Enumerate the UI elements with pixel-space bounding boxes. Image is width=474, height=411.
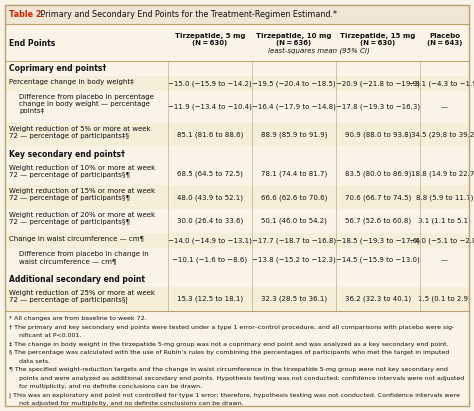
Text: points and were analyzed as additional secondary end points. Hypothesis testing : points and were analyzed as additional s… (13, 376, 464, 381)
Text: 83.5 (80.0 to 86.9): 83.5 (80.0 to 86.9) (345, 170, 411, 177)
Bar (5, 5, 469, 24)
Text: 3.1 (1.1 to 5.1): 3.1 (1.1 to 5.1) (418, 218, 471, 224)
Text: −3.1 (−4.3 to −1.9): −3.1 (−4.3 to −1.9) (409, 81, 474, 87)
Text: −4.0 (−5.1 to −2.8): −4.0 (−5.1 to −2.8) (410, 238, 474, 244)
Text: Tirzepatide, 5 mg
(N = 630): Tirzepatide, 5 mg (N = 630) (175, 32, 245, 46)
Text: −14.0 (−14.9 to −13.1): −14.0 (−14.9 to −13.1) (168, 238, 252, 244)
Text: —: — (441, 257, 448, 263)
Bar (5, 162, 469, 185)
Text: Coprimary end points†: Coprimary end points† (9, 64, 106, 73)
Text: 68.5 (64.5 to 72.5): 68.5 (64.5 to 72.5) (177, 170, 243, 177)
Bar (5, 248, 469, 272)
Bar (5, 185, 469, 209)
Text: −15.0 (−15.9 to −14.2): −15.0 (−15.9 to −14.2) (168, 81, 252, 87)
Text: * All changes are from baseline to week 72.: * All changes are from baseline to week … (9, 316, 146, 321)
Text: Weight reduction of 5% or more at week
72 — percentage of participants‡§: Weight reduction of 5% or more at week 7… (9, 126, 151, 139)
Text: 32.3 (28.5 to 36.1): 32.3 (28.5 to 36.1) (261, 296, 327, 302)
Text: 90.9 (88.0 to 93.8): 90.9 (88.0 to 93.8) (345, 132, 411, 138)
Text: −20.9 (−21.8 to −19.9): −20.9 (−21.8 to −19.9) (336, 81, 420, 87)
Bar (5, 123, 469, 146)
Text: Additional secondary end point: Additional secondary end point (9, 275, 145, 284)
Bar (5, 233, 469, 248)
Text: −18.5 (−19.3 to −17.6): −18.5 (−19.3 to −17.6) (336, 238, 420, 244)
Text: data sets.: data sets. (13, 358, 50, 363)
Text: 50.1 (46.0 to 54.2): 50.1 (46.0 to 54.2) (261, 218, 327, 224)
Text: 36.2 (32.3 to 40.1): 36.2 (32.3 to 40.1) (345, 296, 411, 302)
Text: for multiplicity, and no definite conclusions can be drawn.: for multiplicity, and no definite conclu… (13, 384, 202, 389)
Text: Difference from placebo in change in
waist circumference — cm¶: Difference from placebo in change in wai… (19, 251, 149, 264)
Text: 18.8 (14.9 to 22.7): 18.8 (14.9 to 22.7) (411, 170, 474, 177)
Text: 15.3 (12.5 to 18.1): 15.3 (12.5 to 18.1) (177, 296, 243, 302)
Bar (5, 76, 469, 91)
Text: Change in waist circumference — cm¶: Change in waist circumference — cm¶ (9, 236, 144, 242)
Text: End Points: End Points (9, 39, 55, 48)
Bar (5, 287, 469, 311)
Text: ‡ The change in body weight in the tirzepatide 5-mg group was not a coprimary en: ‡ The change in body weight in the tirze… (9, 342, 448, 346)
Text: ¶ The specified weight-reduction targets and the change in waist circumference i: ¶ The specified weight-reduction targets… (9, 367, 448, 372)
Text: Difference from placebo in percentage
change in body weight — percentage
points‡: Difference from placebo in percentage ch… (19, 94, 154, 114)
Text: 70.6 (66.7 to 74.5): 70.6 (66.7 to 74.5) (345, 194, 411, 201)
Text: Weight reduction of 15% or more at week
72 — percentage of participants§¶: Weight reduction of 15% or more at week … (9, 189, 155, 201)
Text: Placebo
(N = 643): Placebo (N = 643) (427, 32, 462, 46)
Text: 85.1 (81.6 to 88.6): 85.1 (81.6 to 88.6) (177, 132, 243, 138)
Text: −11.9 (−13.4 to −10.4): −11.9 (−13.4 to −10.4) (168, 104, 252, 110)
Text: § The percentage was calculated with the use of Rubin’s rules by combining the p: § The percentage was calculated with the… (9, 350, 449, 355)
Text: | This was an exploratory end point not controlled for type 1 error; therefore, : | This was an exploratory end point not … (9, 393, 460, 398)
Bar (5, 91, 469, 123)
Text: −19.5 (−20.4 to −18.5): −19.5 (−20.4 to −18.5) (252, 81, 336, 87)
Text: not adjusted for multiplicity, and no definite conclusions can be drawn.: not adjusted for multiplicity, and no de… (13, 401, 244, 406)
Text: Weight reduction of 20% or more at week
72 — percentage of participants§¶: Weight reduction of 20% or more at week … (9, 212, 155, 225)
Text: 1.5 (0.1 to 2.9): 1.5 (0.1 to 2.9) (418, 296, 471, 302)
Text: 48.0 (43.9 to 52.1): 48.0 (43.9 to 52.1) (177, 194, 243, 201)
Text: 88.9 (85.9 to 91.9): 88.9 (85.9 to 91.9) (261, 132, 327, 138)
Text: −14.5 (−15.9 to −13.0): −14.5 (−15.9 to −13.0) (336, 257, 420, 263)
Bar (5, 209, 469, 233)
Text: Weight reduction of 25% or more at week
72 — percentage of participants§|: Weight reduction of 25% or more at week … (9, 290, 155, 304)
Text: −10.1 (−1.6 to −8.6): −10.1 (−1.6 to −8.6) (173, 257, 247, 263)
Text: Tirzepatide, 10 mg
(N = 636): Tirzepatide, 10 mg (N = 636) (256, 32, 332, 46)
Text: Key secondary end points†: Key secondary end points† (9, 150, 125, 159)
Text: −17.8 (−19.3 to −16.3): −17.8 (−19.3 to −16.3) (336, 104, 420, 110)
Text: 66.6 (62.6 to 70.6): 66.6 (62.6 to 70.6) (261, 194, 327, 201)
Text: 56.7 (52.6 to 60.8): 56.7 (52.6 to 60.8) (345, 218, 411, 224)
Text: −16.4 (−17.9 to −14.8): −16.4 (−17.9 to −14.8) (252, 104, 336, 110)
Text: Primary and Secondary End Points for the Treatment-Regimen Estimand.*: Primary and Secondary End Points for the… (38, 10, 337, 19)
Text: −17.7 (−18.7 to −16.8): −17.7 (−18.7 to −16.8) (252, 238, 336, 244)
Text: 8.8 (5.9 to 11.7): 8.8 (5.9 to 11.7) (416, 194, 473, 201)
Text: 34.5 (29.8 to 39.2): 34.5 (29.8 to 39.2) (411, 132, 474, 138)
Text: Weight reduction of 10% or more at week
72 — percentage of participants§¶: Weight reduction of 10% or more at week … (9, 165, 155, 178)
Text: Table 2.: Table 2. (9, 10, 45, 19)
Text: Percentage change in body weight‡: Percentage change in body weight‡ (9, 79, 134, 85)
Text: −13.8 (−15.2 to −12.3): −13.8 (−15.2 to −12.3) (252, 257, 336, 263)
Text: nificant at P<0.001.: nificant at P<0.001. (13, 333, 81, 338)
Text: † The primary and key secondary end points were tested under a type 1 error–cont: † The primary and key secondary end poin… (9, 325, 454, 330)
Text: —: — (441, 104, 448, 110)
Text: Tirzepatide, 15 mg
(N = 630): Tirzepatide, 15 mg (N = 630) (340, 32, 416, 46)
Text: 30.0 (26.4 to 33.6): 30.0 (26.4 to 33.6) (177, 218, 243, 224)
Text: least-squares mean (95% CI): least-squares mean (95% CI) (268, 48, 369, 54)
Text: 78.1 (74.4 to 81.7): 78.1 (74.4 to 81.7) (261, 170, 327, 177)
